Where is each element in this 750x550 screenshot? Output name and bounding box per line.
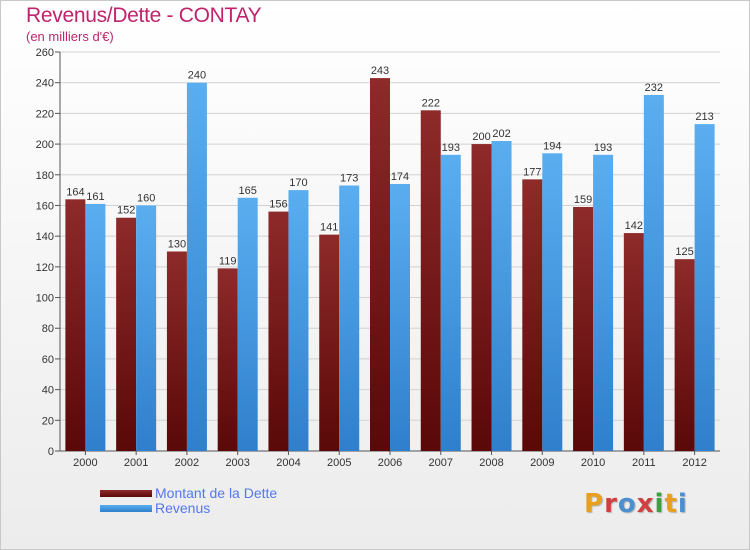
- x-tick-label: 2004: [276, 457, 300, 469]
- data-label-dette: 141: [320, 222, 338, 234]
- bar-revenus: [339, 185, 360, 451]
- bar-dette: [166, 251, 187, 451]
- y-tick-label: 240: [36, 78, 54, 90]
- logo-letter: t: [664, 489, 678, 519]
- bar-revenus: [593, 154, 614, 452]
- data-label-revenus: 160: [137, 192, 155, 204]
- bar-dette: [217, 268, 238, 451]
- logo-letter: P: [584, 489, 605, 519]
- y-tick-label: 40: [42, 385, 54, 397]
- logo-letter: o: [617, 489, 637, 519]
- bar-dette: [522, 179, 543, 451]
- data-label-revenus: 165: [239, 185, 257, 197]
- bar-revenus: [237, 197, 258, 451]
- bar-dette: [674, 259, 695, 451]
- y-tick-label: 0: [48, 446, 54, 458]
- data-label-revenus: 202: [492, 128, 510, 140]
- x-tick-label: 2006: [378, 457, 402, 469]
- bar-dette: [420, 110, 441, 452]
- proxiti-logo: Proxiti: [584, 489, 688, 519]
- logo-letter: i: [677, 489, 688, 519]
- data-label-dette: 125: [675, 246, 693, 258]
- data-label-dette: 142: [625, 220, 643, 232]
- data-label-revenus: 240: [188, 70, 206, 82]
- data-label-dette: 177: [523, 166, 541, 178]
- y-tick-label: 120: [36, 262, 54, 274]
- bar-dette: [65, 199, 86, 451]
- bar-revenus: [288, 190, 309, 451]
- data-label-revenus: 213: [695, 111, 713, 123]
- y-tick-label: 100: [36, 293, 54, 305]
- bar-revenus: [440, 154, 461, 452]
- data-label-revenus: 170: [289, 177, 307, 189]
- chart-subtitle: (en milliers d'€): [26, 29, 114, 44]
- x-tick-label: 2007: [429, 457, 453, 469]
- data-label-revenus: 173: [340, 173, 358, 185]
- data-label-revenus: 193: [594, 142, 612, 154]
- logo-letter: x: [636, 489, 655, 519]
- data-label-dette: 130: [168, 239, 186, 251]
- x-tick-label: 2003: [225, 457, 249, 469]
- bar-dette: [370, 78, 390, 451]
- data-label-dette: 156: [269, 199, 287, 211]
- bar-revenus: [390, 183, 410, 451]
- bar-revenus: [85, 203, 106, 451]
- bar-dette: [623, 233, 644, 451]
- data-label-dette: 200: [472, 131, 490, 143]
- data-label-revenus: 194: [543, 140, 561, 152]
- x-tick-label: 2002: [175, 457, 199, 469]
- x-tick-label: 2009: [530, 457, 554, 469]
- legend-swatch-dette: [100, 490, 152, 497]
- y-tick-label: 20: [42, 415, 54, 427]
- data-label-revenus: 193: [442, 142, 460, 154]
- data-label-revenus: 232: [645, 82, 663, 94]
- x-tick-label: 2001: [124, 457, 148, 469]
- y-tick-label: 180: [36, 170, 54, 182]
- logo-letter: i: [654, 489, 665, 519]
- data-label-dette: 152: [117, 205, 135, 217]
- bar-revenus: [186, 82, 207, 451]
- data-label-dette: 164: [66, 186, 84, 198]
- x-tick-label: 2012: [682, 457, 706, 469]
- y-tick-label: 200: [36, 139, 54, 151]
- bar-revenus: [136, 205, 157, 451]
- legend-label-dette: Montant de la Dette: [155, 485, 278, 501]
- x-tick-label: 2005: [327, 457, 351, 469]
- y-tick-label: 160: [36, 200, 54, 212]
- data-label-dette: 243: [371, 65, 389, 77]
- legend-swatch-revenus: [100, 505, 152, 512]
- chart-title: Revenus/Dette - CONTAY: [26, 4, 262, 27]
- y-tick-label: 140: [36, 231, 54, 243]
- x-tick-label: 2011: [632, 457, 656, 469]
- data-label-revenus: 174: [391, 171, 409, 183]
- x-tick-label: 2010: [581, 457, 605, 469]
- legend-label-revenus: Revenus: [155, 500, 211, 516]
- bar-dette: [573, 206, 594, 451]
- bar-revenus: [643, 94, 664, 451]
- bar-revenus: [694, 124, 715, 451]
- data-label-dette: 119: [219, 255, 237, 267]
- y-tick-label: 60: [42, 354, 54, 366]
- y-tick-label: 260: [36, 47, 54, 59]
- y-tick-label: 80: [42, 323, 54, 335]
- y-tick-label: 220: [36, 108, 54, 120]
- bar-dette: [319, 234, 340, 451]
- bar-dette: [471, 144, 492, 452]
- x-tick-label: 2008: [479, 457, 503, 469]
- data-label-dette: 222: [422, 97, 440, 109]
- bar-dette: [116, 217, 137, 451]
- logo-letter: r: [604, 489, 618, 519]
- data-label-revenus: 161: [86, 191, 104, 203]
- x-tick-label: 2000: [73, 457, 97, 469]
- bar-revenus: [542, 153, 563, 452]
- data-label-dette: 159: [574, 194, 592, 206]
- bar-dette: [268, 211, 289, 451]
- bar-revenus: [491, 141, 512, 451]
